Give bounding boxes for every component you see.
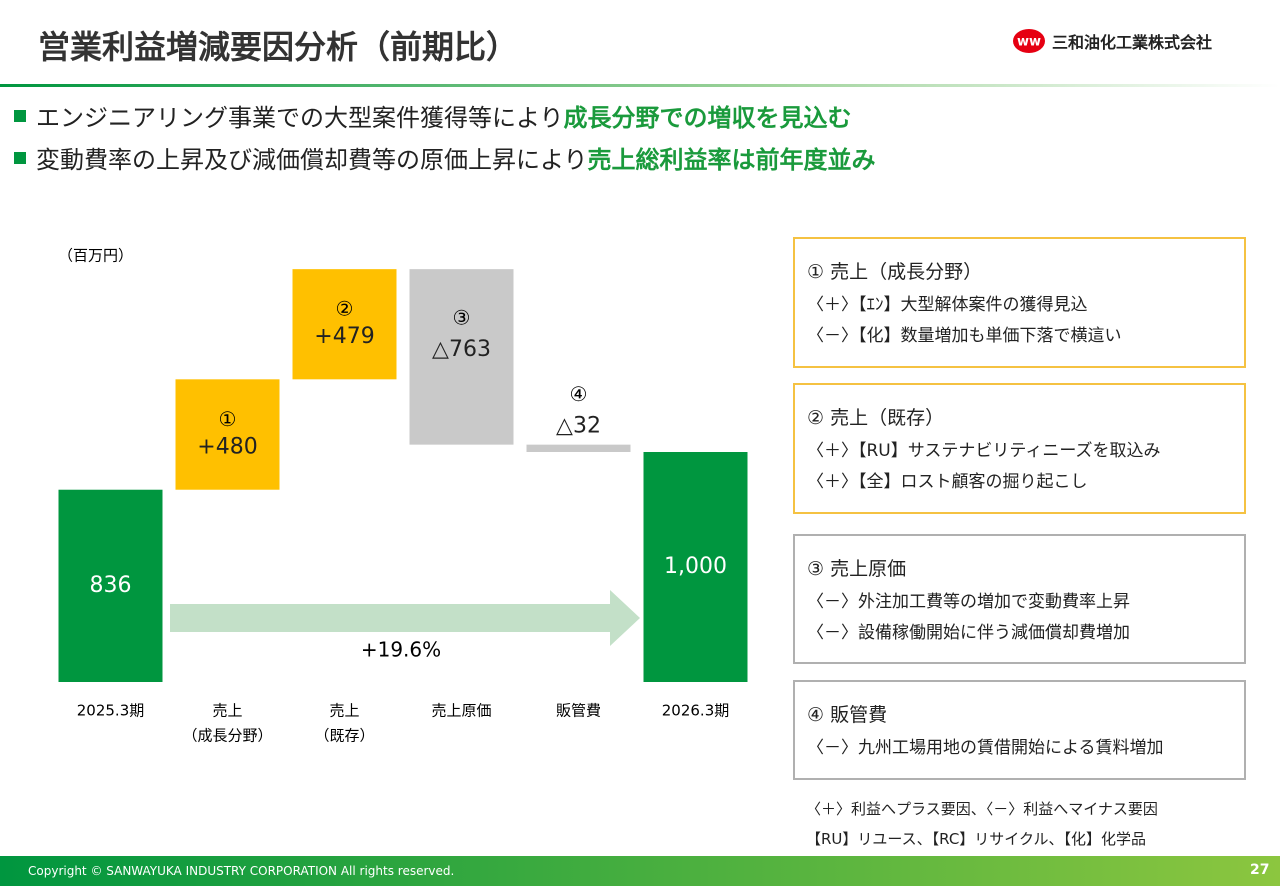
- x-tick-label: 販管費: [556, 702, 601, 720]
- bar: [643, 452, 748, 682]
- company-name: 三和油化工業株式会社: [1052, 33, 1213, 52]
- unit-label: （百万円）: [58, 247, 133, 265]
- value-label: 836: [90, 573, 132, 598]
- bullet-highlight: 売上総利益率は前年度並み: [587, 146, 876, 174]
- step-label: ③: [453, 306, 471, 330]
- box-title: ④ 販管費: [807, 704, 888, 726]
- page-number: 27: [1250, 862, 1270, 878]
- bullet: 変動費率の上昇及び減価償却費等の原価上昇により 売上総利益率は前年度並み: [14, 140, 876, 175]
- x-tick-label: 2026.3期: [662, 702, 730, 720]
- box-title: ② 売上（既存）: [807, 407, 945, 429]
- box-line: 〈＋〉【全】ロスト顧客の掘り起こし: [807, 472, 1088, 492]
- x-tick-label: 売上原価: [431, 702, 491, 720]
- box-line: 〈－〉設備稼働開始に伴う減価償却費増加: [807, 623, 1130, 643]
- box-line: 〈－〉外注加工費等の増加で変動費率上昇: [807, 592, 1130, 612]
- x-tick-label: 2025.3期: [77, 702, 145, 720]
- growth-label: +19.6%: [361, 638, 441, 662]
- box-line: 〈－〉【化】数量増加も単価下落で横這い: [807, 326, 1122, 346]
- value-label: △32: [556, 414, 601, 439]
- box-line: 〈－〉九州工場用地の賃借開始による賃料増加: [807, 738, 1164, 758]
- header-rule: [0, 84, 1280, 87]
- factor-box: ④ 販管費〈－〉九州工場用地の賃借開始による賃料増加: [793, 680, 1246, 780]
- value-label: 1,000: [664, 554, 727, 579]
- bullet-text: 変動費率の上昇及び減価償却費等の原価上昇により: [36, 146, 588, 174]
- footer-bar: [0, 856, 1280, 886]
- bar: [58, 489, 163, 682]
- box-title: ③ 売上原価: [807, 558, 907, 580]
- box-line: 〈＋〉【ｴﾝ】大型解体案件の獲得見込: [807, 295, 1088, 315]
- bar: [175, 379, 280, 490]
- step-label: ④: [570, 382, 588, 406]
- step-label: ①: [219, 407, 237, 431]
- logo-icon: ww: [1013, 29, 1045, 53]
- bar: [526, 444, 631, 452]
- copyright: Copyright © SANWAYUKA INDUSTRY CORPORATI…: [28, 864, 455, 878]
- waterfall-chart: （百万円） +19.6% 836 2025.3期 ① +480 売上 （成長分野） ② +479…: [58, 247, 748, 745]
- x-tick-label: （成長分野）: [182, 727, 272, 745]
- svg-text:ww: ww: [1017, 35, 1041, 50]
- x-tick-label: 売上: [212, 702, 242, 720]
- note: 〈＋〉利益へプラス要因、〈－〉利益へマイナス要因: [806, 800, 1158, 818]
- box-line: 〈＋〉【RU】サステナビリティニーズを取込み: [807, 441, 1161, 461]
- box-title: ① 売上（成長分野）: [807, 261, 983, 283]
- note: 【RU】リユース、【RC】リサイクル、【化】化学品: [806, 830, 1147, 848]
- slide-title: 営業利益増減要因分析（前期比）: [38, 28, 519, 66]
- factor-box: ② 売上（既存） 〈＋〉【RU】サステナビリティニーズを取込み 〈＋〉【全】ロスト顧…: [793, 383, 1246, 514]
- value-label: +480: [197, 435, 257, 460]
- bullet-highlight: 成長分野での増収を見込む: [563, 104, 852, 132]
- factor-box: ① 売上（成長分野） 〈＋〉【ｴﾝ】大型解体案件の獲得見込〈－〉【化】数量増加も単…: [793, 237, 1246, 368]
- x-tick-label: （既存）: [314, 727, 374, 745]
- x-tick-label: 売上: [329, 702, 359, 720]
- bullet-text: エンジニアリング事業での大型案件獲得等により: [36, 104, 564, 132]
- value-label: △763: [432, 337, 491, 362]
- bullet: エンジニアリング事業での大型案件獲得等により 成長分野での増収を見込む: [14, 98, 852, 133]
- value-label: +479: [314, 324, 374, 349]
- factor-box: ③ 売上原価〈－〉外注加工費等の増加で変動費率上昇 〈－〉設備稼働開始に伴う減価償…: [793, 534, 1246, 664]
- logo: ww 三和油化工業株式会社: [1012, 28, 1212, 54]
- growth-arrow: [170, 590, 640, 646]
- step-label: ②: [336, 297, 354, 321]
- bar: [292, 269, 397, 380]
- bar: [409, 269, 514, 445]
